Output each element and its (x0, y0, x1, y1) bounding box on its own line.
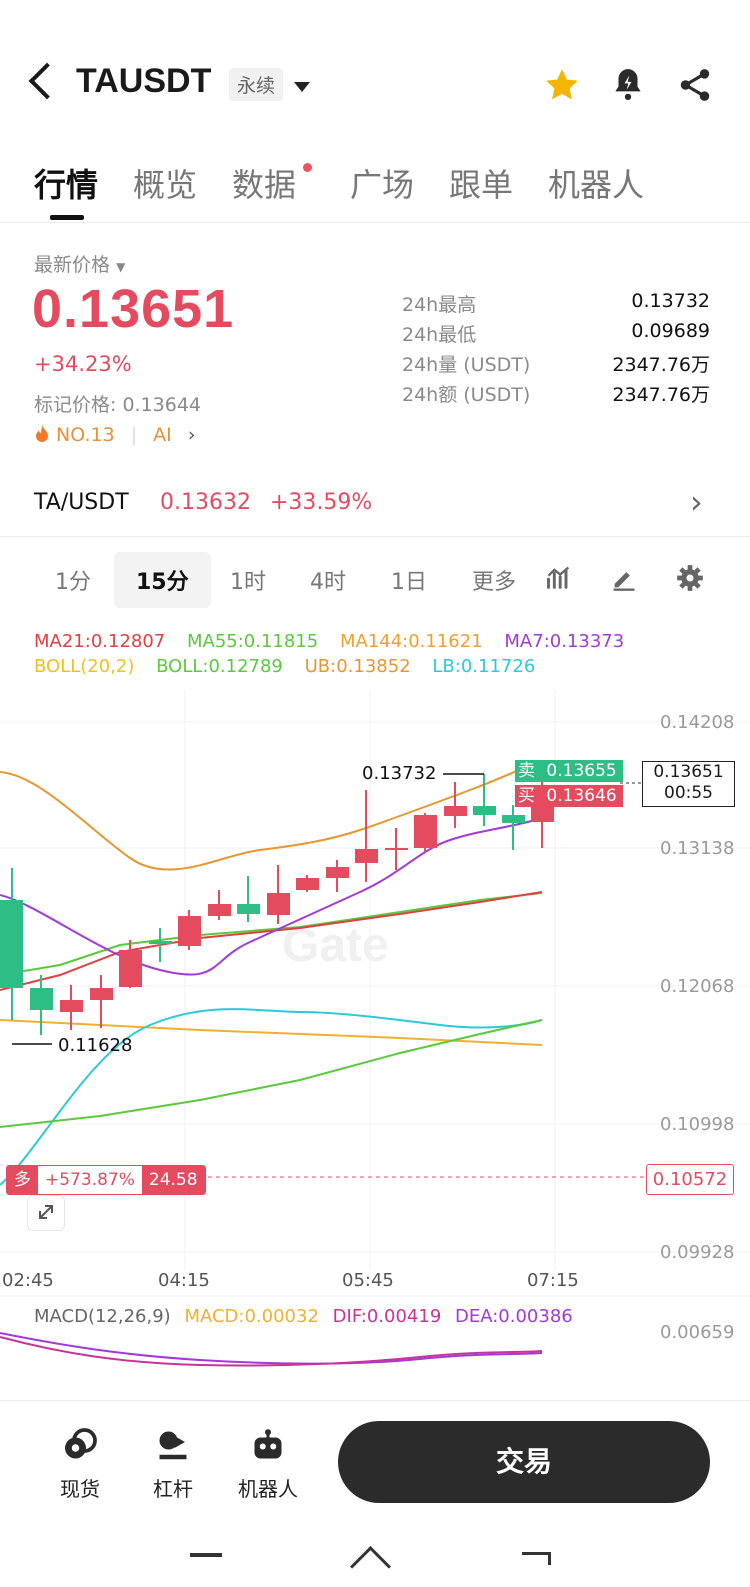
position-pnl: +573.87% (38, 1166, 142, 1194)
ai-label: AI (153, 424, 172, 446)
system-home-icon[interactable] (349, 1545, 392, 1587)
price-change: +34.23% (34, 352, 132, 376)
status-bar (0, 0, 750, 14)
interval-1h[interactable]: 1时 (230, 570, 266, 595)
interval-1d[interactable]: 1日 (391, 570, 427, 595)
time-axis-tick: 07:15 (527, 1270, 579, 1291)
stat-label: 24h量 (USDT) (402, 354, 531, 376)
high-price-marker: 0.13732 (362, 763, 437, 784)
position-leverage: 24.58 (141, 1166, 205, 1194)
spot-pair-name: TA/USDT (34, 490, 129, 515)
stat-value: 2347.76万 (612, 384, 710, 406)
interval-15m[interactable]: 15分 (114, 552, 211, 608)
stat-value: 0.13732 (631, 290, 710, 312)
symbol-title[interactable]: TAUSDT (76, 62, 212, 100)
trade-button[interactable]: 交易 (338, 1421, 710, 1503)
active-tab-indicator (50, 215, 84, 220)
position-side: 多 (7, 1166, 38, 1194)
stat-value: 2347.76万 (612, 354, 710, 376)
stat-value: 0.09689 (631, 320, 710, 342)
time-axis-tick: 05:45 (342, 1270, 394, 1291)
ma-legend: MA21:0.12807 MA55:0.11815 MA144:0.11621 … (34, 631, 625, 652)
nav-margin[interactable]: 杠杆 (143, 1427, 203, 1502)
stat-label: 24h最低 (402, 324, 477, 346)
stat-label: 24h额 (USDT) (402, 384, 531, 406)
rank-text: NO.13 (56, 424, 115, 446)
tab-overview[interactable]: 概览 (133, 166, 198, 204)
time-axis-tick: 02:45 (2, 1270, 54, 1291)
tab-bots[interactable]: 机器人 (548, 166, 645, 204)
notification-dot (303, 163, 312, 172)
price-axis-tick: 0.13138 (660, 838, 735, 859)
tab-data[interactable]: 数据 (232, 166, 297, 204)
tab-market[interactable]: 行情 (34, 166, 99, 204)
share-icon[interactable] (676, 66, 714, 104)
system-menu-icon[interactable] (190, 1553, 222, 1557)
macd-chart (0, 1332, 543, 1367)
interval-1m[interactable]: 1分 (55, 570, 91, 595)
margin-icon (159, 1431, 187, 1460)
bid-price-tag: 买 0.13646 (515, 785, 623, 807)
stat-label: 24h最高 (402, 294, 477, 316)
robot-icon (254, 1429, 282, 1459)
current-price: 0.13651 (653, 762, 724, 782)
draw-tool-icon[interactable] (610, 564, 638, 592)
chevron-right-icon: › (690, 483, 703, 521)
macd-legend: MACD(12,26,9) MACD:0.00032 DIF:0.00419 D… (34, 1306, 573, 1327)
interval-4h[interactable]: 4时 (310, 570, 346, 595)
price-type-dropdown-icon: ▼ (116, 260, 126, 274)
low-price-marker: 0.11628 (58, 1035, 133, 1056)
mark-price: 标记价格: 0.13644 (34, 394, 202, 416)
candle-countdown: 00:55 (664, 783, 713, 803)
macd-axis-tick: 0.00659 (660, 1322, 735, 1343)
system-back-icon[interactable] (522, 1552, 551, 1565)
nav-spot[interactable]: 现货 (50, 1427, 110, 1502)
price-axis-tick: 0.10998 (660, 1114, 735, 1135)
time-axis-tick: 04:15 (158, 1270, 210, 1291)
interval-bar: 1分 15分 1时 4时 1日 更多 (0, 552, 750, 608)
price-axis-tick: 0.09928 (660, 1242, 735, 1263)
expand-icon (39, 1205, 53, 1219)
symbol-dropdown-icon[interactable] (294, 82, 310, 92)
last-price-label[interactable]: 最新价格 ▼ (34, 254, 126, 276)
spot-icon (65, 1428, 97, 1459)
candlestick-chart[interactable] (0, 690, 750, 1310)
tab-square[interactable]: 广场 (350, 166, 415, 204)
current-price-box: 0.13651 00:55 (642, 761, 735, 807)
chart-settings-gear-icon[interactable] (676, 564, 704, 592)
nav-robot[interactable]: 机器人 (230, 1427, 306, 1502)
entry-price-tag: 0.10572 (646, 1164, 734, 1195)
last-price: 0.13651 (32, 279, 235, 339)
tab-copy-trade[interactable]: 跟单 (449, 166, 514, 204)
spot-pair-price: 0.13632 (160, 490, 251, 515)
candles (0, 774, 554, 1035)
fire-icon (36, 425, 48, 442)
boll-legend: BOLL(20,2) BOLL:0.12789 UB:0.13852 LB:0.… (34, 656, 536, 677)
price-axis-tick: 0.12068 (660, 976, 735, 997)
section-divider (0, 536, 750, 549)
favorite-star-icon[interactable] (542, 66, 582, 104)
rank-row[interactable]: NO.13 | AI › (34, 424, 195, 446)
header-bar: TAUSDT 永续 (0, 60, 750, 110)
expand-chart-button[interactable] (27, 1195, 65, 1231)
price-axis-tick: 0.14208 (660, 712, 735, 733)
contract-type-badge: 永续 (229, 68, 284, 101)
chevron-right-icon: › (187, 424, 196, 446)
main-tabs: 行情 概览 数据 广场 跟单 机器人 (0, 160, 750, 223)
back-arrow-icon[interactable] (28, 62, 66, 100)
spot-pair-row[interactable]: TA/USDT 0.13632 +33.59% › (0, 483, 750, 525)
bottom-action-bar: 现货 杠杆 机器人 交易 (0, 1400, 750, 1521)
price-alert-bell-icon[interactable] (609, 66, 647, 104)
interval-more[interactable]: 更多 (472, 570, 517, 595)
spot-pair-change: +33.59% (270, 490, 373, 515)
ask-price-tag: 卖 0.13655 (515, 760, 623, 782)
indicator-icon[interactable] (545, 564, 573, 592)
position-tag[interactable]: 多 +573.87% 24.58 (6, 1165, 206, 1195)
